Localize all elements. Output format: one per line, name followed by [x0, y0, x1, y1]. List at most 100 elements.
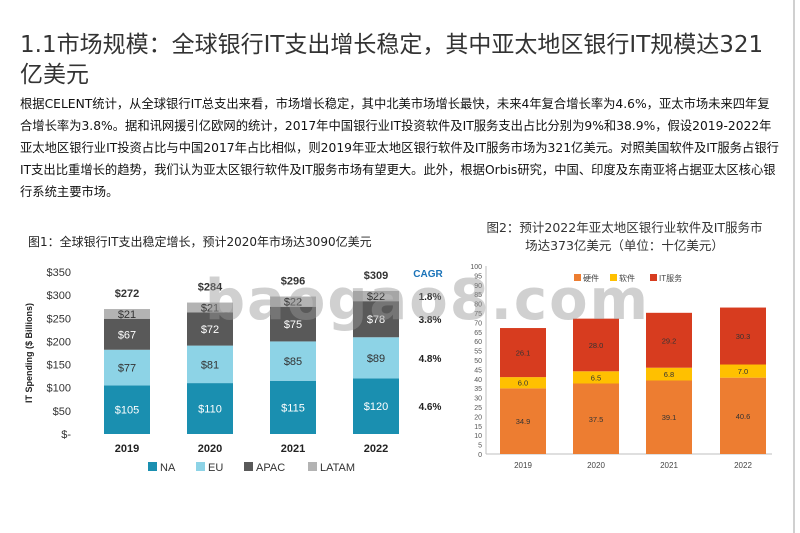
y-tick-label: 70: [474, 320, 482, 327]
bar-total-label: $284: [198, 282, 223, 294]
bar-value-label: 34.9: [516, 417, 531, 426]
bar-segment-it-services: [573, 318, 619, 372]
bar-value-label: $110: [198, 404, 222, 416]
bar-segment-eu: [104, 349, 150, 386]
bar-value-label: $75: [284, 319, 302, 331]
bar-total-label: $272: [115, 288, 139, 300]
x-tick-label: 2021: [281, 443, 305, 455]
figure1-caption: 图1：全球银行IT支出稳定增长，预计2020年市场达3090亿美元: [28, 235, 372, 249]
bar-value-label: 7.0: [738, 367, 748, 376]
y-tick-label: $-: [61, 429, 71, 441]
legend-label: 硬件: [583, 273, 599, 283]
legend-swatch-eu: [196, 462, 205, 471]
bar-value-label: 28.0: [589, 341, 604, 350]
cagr-value: 4.6%: [419, 402, 442, 413]
x-tick-label: 2022: [364, 443, 388, 455]
legend-label: IT服务: [659, 273, 682, 283]
y-tick-label: 0: [478, 452, 482, 459]
y-tick-label: 60: [474, 339, 482, 346]
x-tick-label: 2022: [734, 461, 752, 470]
y-tick-label: 10: [474, 433, 482, 440]
bar-segment-apac: [270, 306, 316, 342]
bar-segment-latam: [270, 296, 316, 307]
bar-segment-apac: [187, 312, 233, 346]
bar-value-label: $72: [201, 324, 219, 336]
y-tick-label: 95: [474, 273, 482, 280]
y-tick-label: 25: [474, 405, 482, 412]
page-title: 1.1市场规模：全球银行IT支出增长稳定，其中亚太地区银行IT规模达321亿美元: [20, 32, 764, 88]
legend-swatch: [574, 274, 581, 281]
y-tick-label: 100: [470, 264, 482, 271]
bar-segment-software: [720, 364, 766, 378]
legend-swatch-apac: [244, 462, 253, 471]
bar-segment-apac: [104, 318, 150, 350]
y-tick-label: $300: [47, 290, 71, 302]
bar-value-label: 30.3: [736, 332, 751, 341]
bar-value-label: 26.1: [516, 349, 531, 358]
bar-total-label: $296: [281, 276, 305, 288]
y-tick-label: 75: [474, 311, 482, 318]
bar-segment-eu: [187, 345, 233, 384]
watermark: baogao8.com: [205, 268, 650, 333]
legend-label: NA: [160, 462, 176, 474]
bar-value-label: 6.5: [591, 373, 601, 382]
body-paragraph: 根据CELENT统计，从全球银行IT总支出来看，市场增长稳定，其中北美市场增长最…: [20, 97, 779, 199]
slide-edge-rule: [793, 0, 795, 533]
bar-value-label: $22: [284, 297, 302, 309]
bar-value-label: $105: [115, 405, 139, 417]
y-axis-title: IT Spending ($ Billions): [24, 303, 34, 403]
bar-segment-latam: [187, 302, 233, 313]
y-tick-label: 35: [474, 386, 482, 393]
y-tick-label: 15: [474, 424, 482, 431]
legend-label: EU: [208, 462, 223, 474]
bar-value-label: 6.0: [518, 379, 528, 388]
bar-value-label: $21: [118, 309, 136, 321]
y-tick-label: 85: [474, 292, 482, 299]
bar-value-label: $22: [367, 291, 385, 303]
bar-total-label: $309: [364, 270, 388, 282]
bar-segment-it-services: [500, 328, 546, 378]
chart2-apac-software-services: 0 5 10 15 20 25 30 35 40 45 50 55 60 65 70 75 80 85 90 95 10…: [470, 264, 772, 470]
bar-value-label: $115: [281, 402, 305, 414]
y-tick-label: 20: [474, 414, 482, 421]
bar-value-label: $85: [284, 356, 302, 368]
bar-segment-na: [270, 380, 316, 434]
cagr-value: 3.8%: [419, 315, 442, 326]
legend-label: LATAM: [320, 462, 355, 474]
legend-swatch-na: [148, 462, 157, 471]
bar-segment-hardware: [573, 383, 619, 454]
cagr-value: 1.8%: [419, 292, 442, 303]
bar-segment-na: [353, 378, 399, 434]
y-tick-label: $100: [47, 383, 71, 395]
x-tick-label: 2021: [660, 461, 678, 470]
bar-value-label: 29.2: [662, 336, 677, 345]
y-tick-label: 40: [474, 377, 482, 384]
bar-value-label: $21: [201, 302, 219, 314]
bar-segment-software: [500, 377, 546, 389]
bar-value-label: $67: [118, 329, 136, 341]
legend-label: 软件: [619, 273, 635, 283]
y-tick-label: 50: [474, 358, 482, 365]
y-tick-label: $150: [47, 360, 71, 372]
cagr-value: 4.8%: [419, 354, 442, 365]
chart1-global-it-spending: IT Spending ($ Billions) $- $50 $100 $150 $20…: [24, 267, 443, 474]
bar-segment-it-services: [646, 312, 692, 368]
bar-value-label: 40.6: [736, 412, 751, 421]
bar-value-label: $77: [118, 363, 136, 375]
bar-value-label: 6.8: [664, 370, 674, 379]
y-tick-label: 55: [474, 349, 482, 356]
bar-segment-hardware: [646, 380, 692, 454]
x-tick-label: 2020: [587, 461, 605, 470]
bar-segment-na: [187, 383, 233, 434]
y-tick-label: $350: [47, 267, 71, 279]
legend-swatch: [650, 274, 657, 281]
bar-segment-software: [646, 367, 692, 381]
y-tick-label: 80: [474, 302, 482, 309]
x-tick-label: 2019: [514, 461, 532, 470]
y-tick-label: 45: [474, 367, 482, 374]
bar-segment-na: [104, 385, 150, 434]
cagr-header: CAGR: [413, 269, 443, 280]
y-tick-label: $50: [53, 406, 71, 418]
y-tick-label: $250: [47, 313, 71, 325]
figure2-caption: 图2：预计2022年亚太地区银行业软件及IT服务市场达373亿美元（单位：十亿美…: [486, 220, 763, 253]
